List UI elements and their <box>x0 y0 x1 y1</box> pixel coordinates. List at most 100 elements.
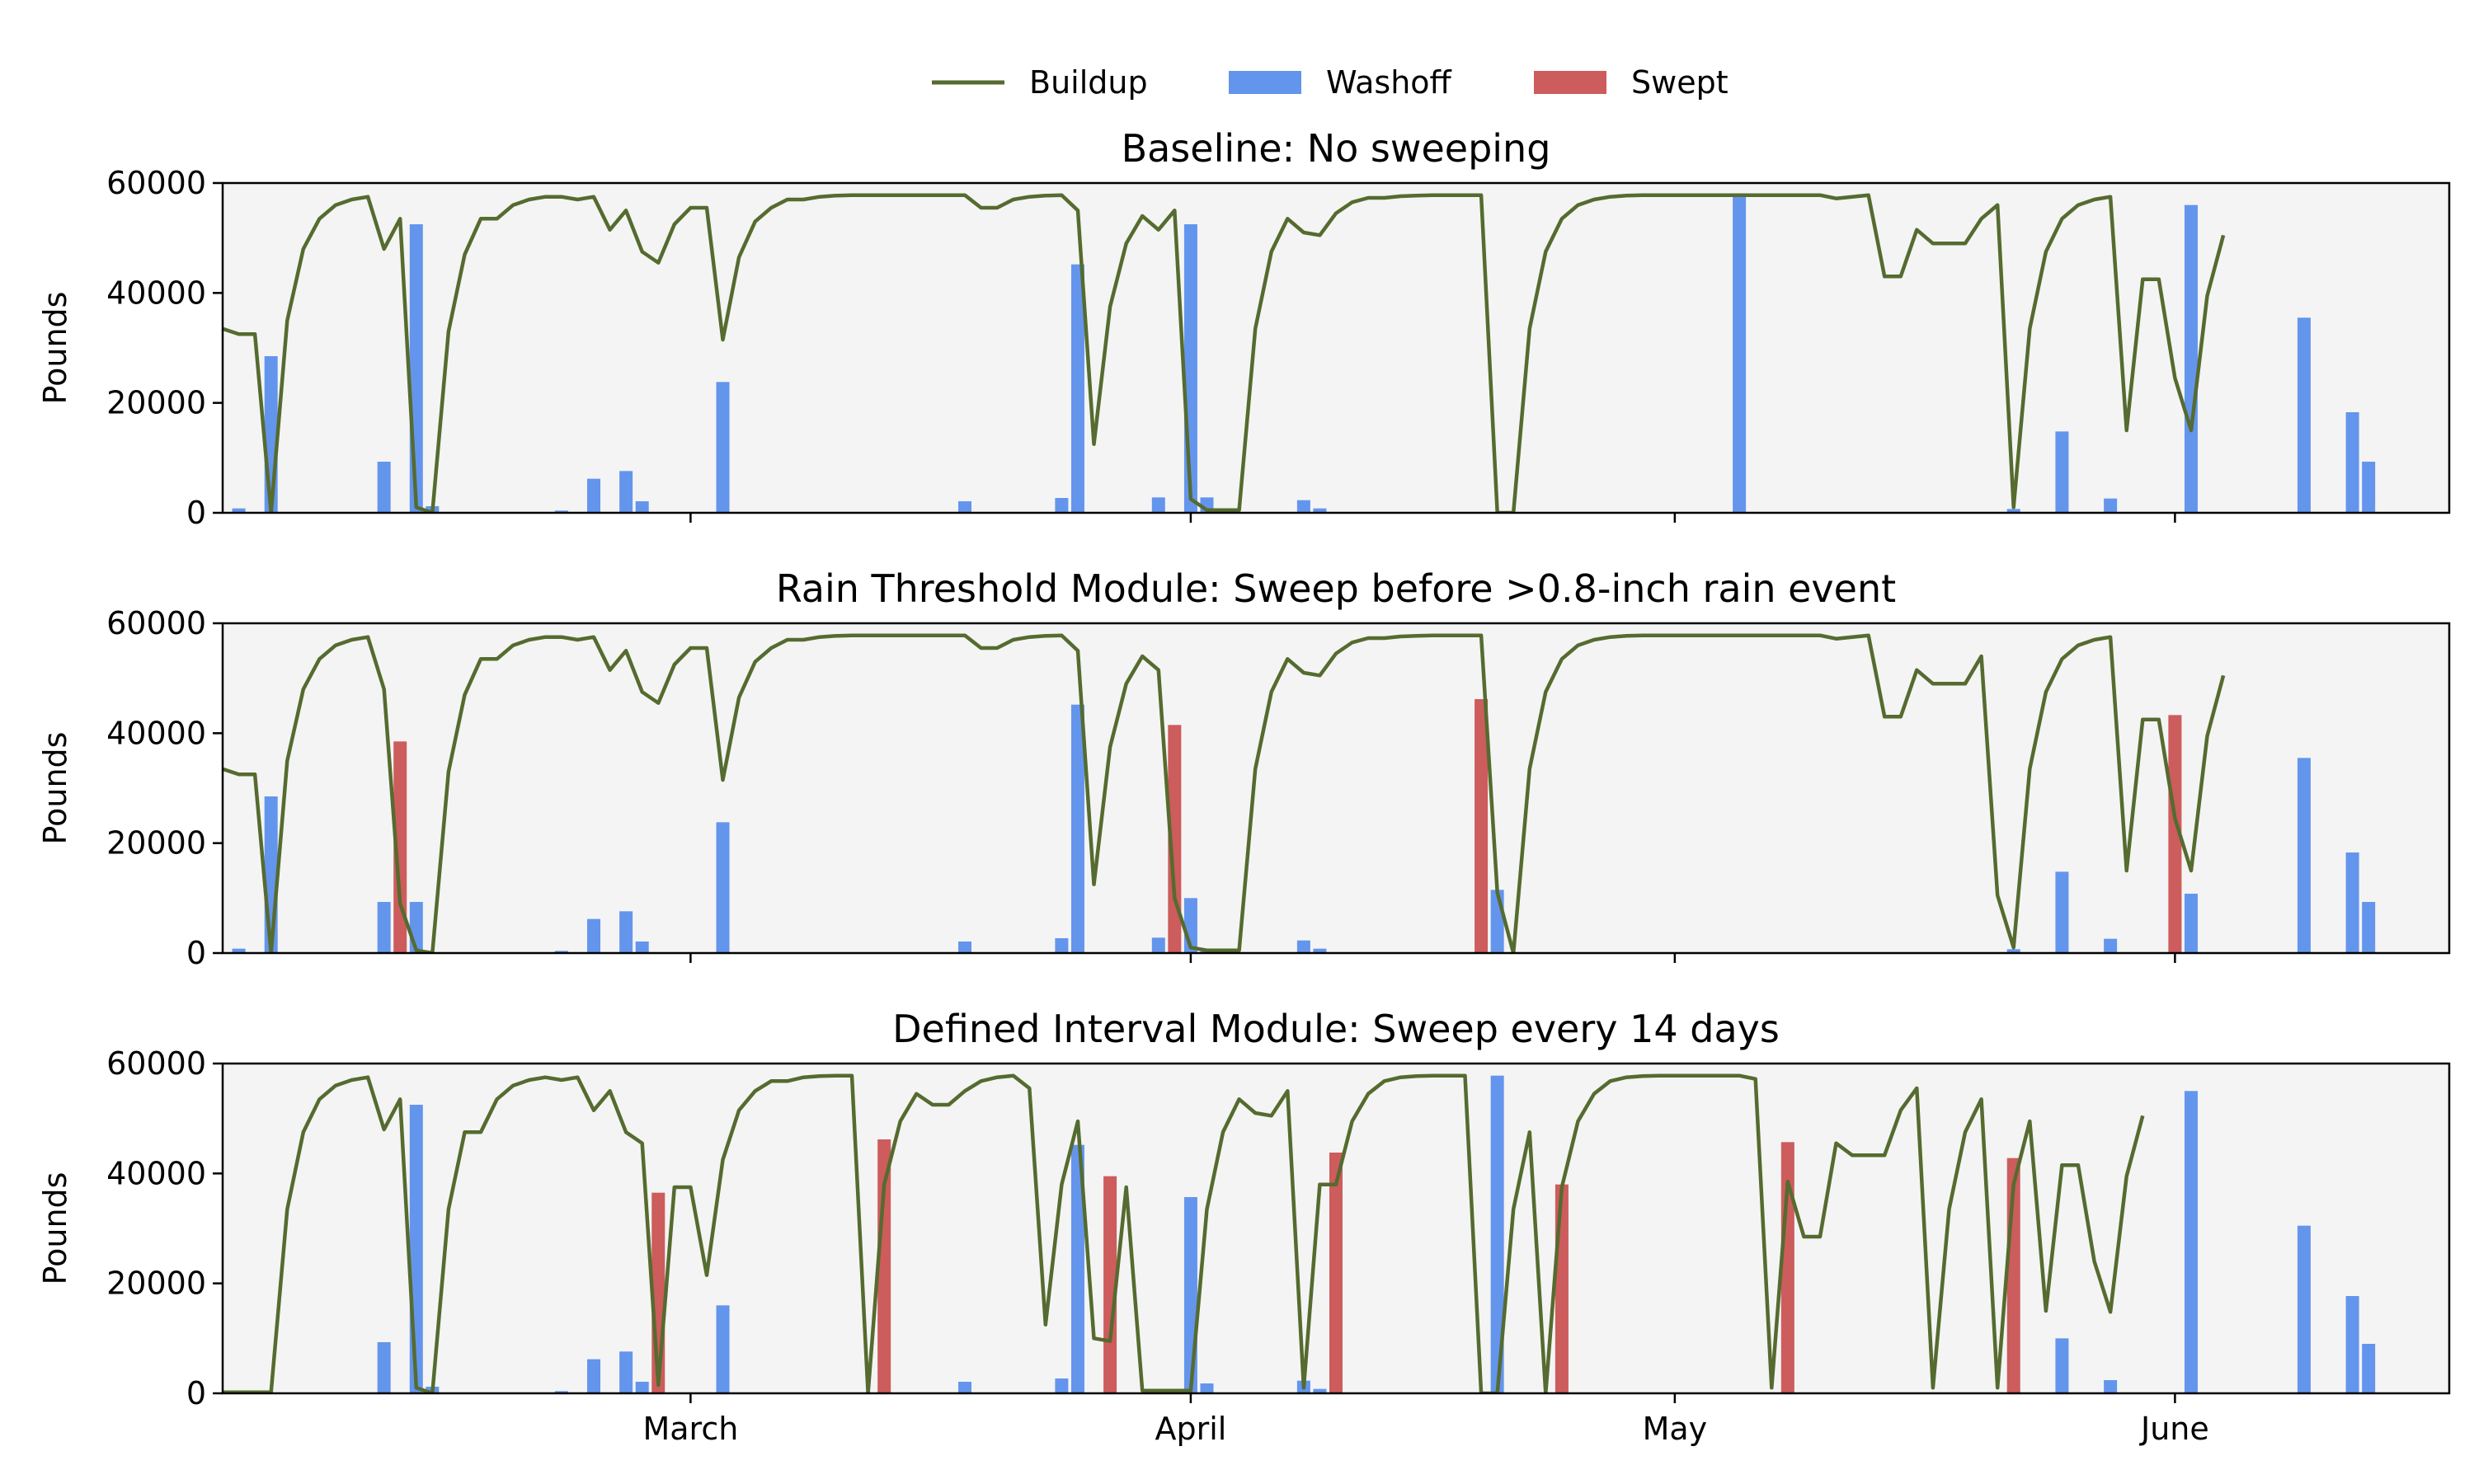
washoff-bar <box>2006 949 2020 953</box>
swept-bar <box>877 1139 891 1393</box>
washoff-bar <box>2297 758 2311 953</box>
washoff-bar <box>619 471 633 513</box>
plot-area <box>223 623 2449 953</box>
washoff-bar <box>2362 902 2376 953</box>
swept-bar <box>1780 1142 1794 1393</box>
washoff-bar <box>1151 937 1165 953</box>
washoff-bar <box>377 1342 391 1393</box>
washoff-bar <box>2006 509 2020 513</box>
panel-2: Rain Threshold Module: Sweep before >0.8… <box>37 566 2451 971</box>
y-tick-label: 0 <box>186 935 206 971</box>
x-tick-label: June <box>2139 1411 2209 1447</box>
swept-bar <box>1554 1184 1569 1393</box>
plot-content <box>223 633 2376 953</box>
legend-label-washoff: Washoff <box>1326 64 1452 101</box>
washoff-bar <box>377 902 391 953</box>
washoff-bar <box>1055 498 1069 513</box>
washoff-bar <box>587 478 600 513</box>
panel-title: Rain Threshold Module: Sweep before >0.8… <box>776 566 1896 611</box>
legend-swatch-swept <box>1534 71 1606 94</box>
panel-1: Baseline: No sweeping 0 20000 40000 60000 Pou… <box>37 126 2451 531</box>
washoff-bar <box>2104 1380 2118 1393</box>
washoff-bar <box>264 796 278 953</box>
plot-content <box>223 193 2376 513</box>
washoff-bar <box>2104 498 2118 513</box>
washoff-bar <box>409 1105 423 1393</box>
washoff-bar <box>2184 204 2198 513</box>
washoff-bar <box>619 1351 633 1393</box>
washoff-bar <box>1733 195 1747 513</box>
washoff-bar <box>1296 940 1310 953</box>
plot-frame <box>221 622 2451 955</box>
y-tick-label: 40000 <box>106 715 206 751</box>
washoff-bar <box>1200 1383 1214 1393</box>
washoff-bar <box>232 508 246 513</box>
plot-area <box>223 183 2449 513</box>
washoff-bar <box>2362 1344 2376 1393</box>
y-tick-label: 20000 <box>106 825 206 862</box>
washoff-bar <box>716 382 730 513</box>
washoff-bar <box>1296 500 1310 513</box>
panel-3: Defined Interval Module: Sweep every 14 … <box>37 1007 2451 1447</box>
washoff-bar <box>1055 1378 1069 1393</box>
y-tick-label: 40000 <box>106 1155 206 1191</box>
washoff-bar <box>1313 508 1327 513</box>
panel-title: Baseline: No sweeping <box>1122 126 1551 171</box>
buildup-line <box>223 1073 2145 1393</box>
washoff-bar <box>958 501 971 513</box>
washoff-bar <box>587 1359 600 1393</box>
washoff-bar <box>635 501 649 513</box>
y-tick-label: 60000 <box>106 1045 206 1082</box>
washoff-bar <box>2055 1338 2069 1393</box>
y-tick-label: 60000 <box>106 165 206 201</box>
washoff-bar <box>1055 938 1069 953</box>
washoff-bar <box>619 911 633 953</box>
y-tick-label: 40000 <box>106 275 206 311</box>
y-tick-label: 20000 <box>106 385 206 421</box>
washoff-bar <box>635 1382 649 1393</box>
washoff-bar <box>2297 317 2311 513</box>
washoff-bar <box>409 224 423 513</box>
y-tick-label: 20000 <box>106 1266 206 1302</box>
washoff-bar <box>2345 1296 2359 1393</box>
washoff-bar <box>232 948 246 953</box>
washoff-bar <box>554 510 568 513</box>
washoff-bar <box>2345 852 2359 953</box>
y-tick-label: 0 <box>186 495 206 531</box>
washoff-bar <box>2055 431 2069 513</box>
y-axis-label: Pounds <box>37 292 73 405</box>
x-tick-label: March <box>642 1411 738 1447</box>
washoff-bar <box>377 462 391 513</box>
washoff-bar <box>554 1391 568 1393</box>
washoff-bar <box>1151 497 1165 513</box>
swept-bar <box>1168 725 1182 953</box>
washoff-bar <box>2297 1225 2311 1393</box>
washoff-bar <box>958 1382 971 1393</box>
washoff-bar <box>1183 1197 1197 1393</box>
plot-frame <box>221 1062 2451 1395</box>
washoff-bar <box>1070 704 1084 953</box>
buildup-line <box>223 193 2226 513</box>
washoff-bar <box>2345 412 2359 513</box>
y-tick-label: 0 <box>186 1375 206 1411</box>
plot-frame <box>221 181 2451 514</box>
washoff-bar <box>2104 938 2118 953</box>
legend-label-buildup: Buildup <box>1029 64 1148 101</box>
y-axis-label: Pounds <box>37 1172 73 1285</box>
washoff-bar <box>1313 948 1327 953</box>
legend-label-swept: Swept <box>1631 64 1729 101</box>
washoff-bar <box>958 942 971 953</box>
legend-swatch-washoff <box>1229 71 1301 94</box>
chart-panels: Baseline: No sweeping 0 20000 40000 60000 Pou… <box>37 126 2451 1447</box>
washoff-bar <box>716 1305 730 1393</box>
panel-title: Defined Interval Module: Sweep every 14 … <box>892 1007 1780 1051</box>
washoff-bar <box>1490 1075 1504 1393</box>
y-axis-label: Pounds <box>37 732 73 845</box>
washoff-bar <box>2362 462 2376 513</box>
washoff-bar <box>587 918 600 953</box>
y-tick-label: 60000 <box>106 605 206 641</box>
washoff-bar <box>2184 1091 2198 1393</box>
swept-bar <box>1475 699 1489 953</box>
swept-bar <box>2168 715 2182 953</box>
